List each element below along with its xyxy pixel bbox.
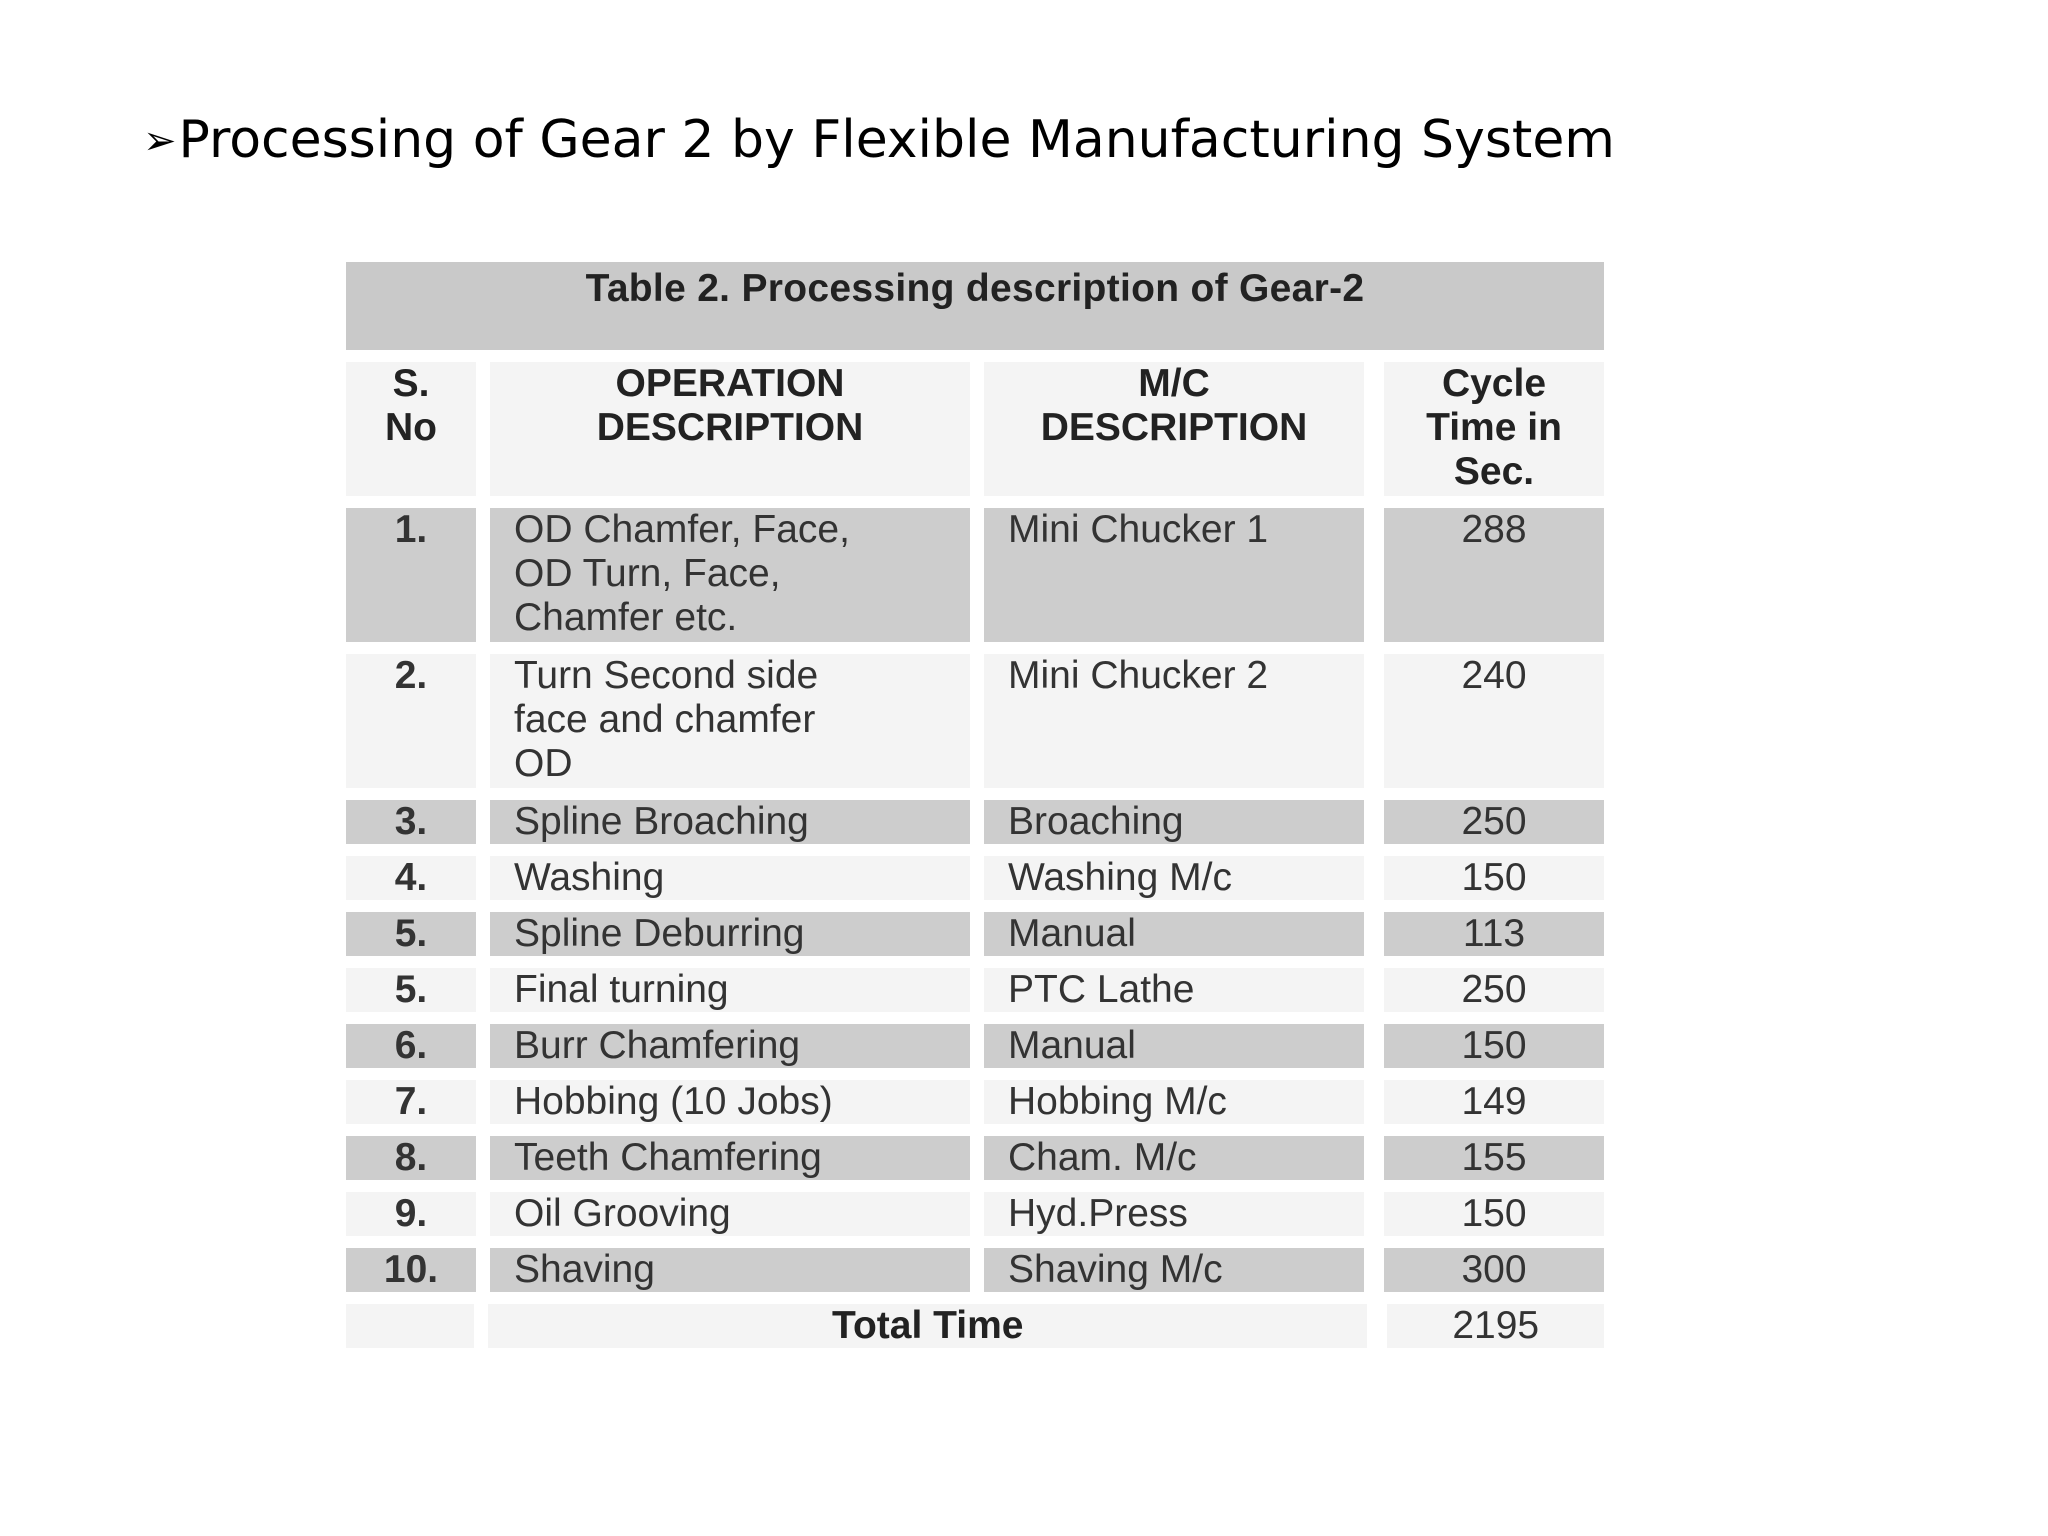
row-cycle-time: 150 [1384, 856, 1604, 900]
row-machine: Hyd.Press [984, 1192, 1364, 1236]
row-sno: 3. [346, 800, 476, 844]
table-row: 1. OD Chamfer, Face, OD Turn, Face, Chamf… [346, 508, 1604, 642]
row-operation: Hobbing (10 Jobs) [490, 1080, 970, 1124]
row-machine: Cham. M/c [984, 1136, 1364, 1180]
row-cycle-time: 155 [1384, 1136, 1604, 1180]
row-machine: Washing M/c [984, 856, 1364, 900]
header-operation: OPERATION DESCRIPTION [490, 362, 970, 496]
row-sno: 4. [346, 856, 476, 900]
table-row: 4. Washing Washing M/c 150 [346, 856, 1604, 900]
row-cycle-time: 300 [1384, 1248, 1604, 1292]
row-machine: Shaving M/c [984, 1248, 1364, 1292]
row-sno: 9. [346, 1192, 476, 1236]
process-table: Table 2. Processing description of Gear-… [346, 262, 1604, 1348]
total-row: Total Time 2195 [346, 1304, 1604, 1348]
row-cycle-time: 113 [1384, 912, 1604, 956]
row-machine: Manual [984, 912, 1364, 956]
row-operation: Burr Chamfering [490, 1024, 970, 1068]
table-header-row: S. No OPERATION DESCRIPTION M/C DESCRIPT… [346, 362, 1604, 496]
row-machine: Mini Chucker 2 [984, 654, 1364, 788]
row-operation: Oil Grooving [490, 1192, 970, 1236]
row-operation: Spline Deburring [490, 912, 970, 956]
table-row: 9. Oil Grooving Hyd.Press 150 [346, 1192, 1604, 1236]
row-machine: PTC Lathe [984, 968, 1364, 1012]
row-operation: Teeth Chamfering [490, 1136, 970, 1180]
table-row: 2. Turn Second side face and chamfer OD Mi… [346, 654, 1604, 788]
table-row: 5. Spline Deburring Manual 113 [346, 912, 1604, 956]
slide-title: ➢Processing of Gear 2 by Flexible Manufa… [143, 105, 1615, 176]
row-sno: 1. [346, 508, 476, 642]
header-machine: M/C DESCRIPTION [984, 362, 1364, 496]
row-sno: 5. [346, 912, 476, 956]
row-cycle-time: 149 [1384, 1080, 1604, 1124]
row-cycle-time: 240 [1384, 654, 1604, 788]
row-sno: 6. [346, 1024, 476, 1068]
row-operation: Final turning [490, 968, 970, 1012]
header-cycle-time: Cycle Time in Sec. [1384, 362, 1604, 496]
arrow-bullet-icon: ➢ [143, 118, 177, 164]
row-operation: Turn Second side face and chamfer OD [490, 654, 970, 788]
table-row: 5. Final turning PTC Lathe 250 [346, 968, 1604, 1012]
row-sno: 10. [346, 1248, 476, 1292]
table-row: 3. Spline Broaching Broaching 250 [346, 800, 1604, 844]
row-sno: 5. [346, 968, 476, 1012]
row-machine: Broaching [984, 800, 1364, 844]
total-empty-cell [346, 1304, 475, 1348]
row-sno: 8. [346, 1136, 476, 1180]
row-machine: Mini Chucker 1 [984, 508, 1364, 642]
row-machine: Hobbing M/c [984, 1080, 1364, 1124]
table-row: 7. Hobbing (10 Jobs) Hobbing M/c 149 [346, 1080, 1604, 1124]
row-operation: Washing [490, 856, 970, 900]
table-caption: Table 2. Processing description of Gear-… [346, 262, 1604, 350]
table-body: 1. OD Chamfer, Face, OD Turn, Face, Chamf… [346, 508, 1604, 1292]
total-value: 2195 [1387, 1304, 1604, 1348]
row-sno: 7. [346, 1080, 476, 1124]
row-cycle-time: 150 [1384, 1024, 1604, 1068]
row-machine: Manual [984, 1024, 1364, 1068]
row-operation: Shaving [490, 1248, 970, 1292]
row-cycle-time: 150 [1384, 1192, 1604, 1236]
table-row: 10. Shaving Shaving M/c 300 [346, 1248, 1604, 1292]
row-operation: OD Chamfer, Face, OD Turn, Face, Chamfer… [490, 508, 970, 642]
row-cycle-time: 288 [1384, 508, 1604, 642]
table-row: 8. Teeth Chamfering Cham. M/c 155 [346, 1136, 1604, 1180]
table-row: 6. Burr Chamfering Manual 150 [346, 1024, 1604, 1068]
row-operation: Spline Broaching [490, 800, 970, 844]
row-cycle-time: 250 [1384, 968, 1604, 1012]
row-cycle-time: 250 [1384, 800, 1604, 844]
total-label: Total Time [488, 1304, 1368, 1348]
header-sno: S. No [346, 362, 476, 496]
row-sno: 2. [346, 654, 476, 788]
slide-title-text: Processing of Gear 2 by Flexible Manufac… [178, 110, 1615, 170]
